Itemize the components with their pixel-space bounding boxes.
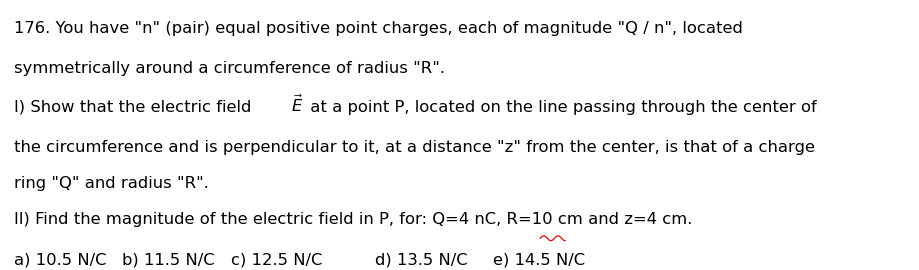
Text: $\vec{E}$: $\vec{E}$ (291, 93, 303, 115)
Text: e) 14.5 N/C: e) 14.5 N/C (493, 252, 584, 267)
Text: a) 10.5 N/C: a) 10.5 N/C (14, 252, 107, 267)
Text: 176. You have "n" (pair) equal positive point charges, each of magnitude "Q / n": 176. You have "n" (pair) equal positive … (14, 21, 742, 36)
Text: b) 11.5 N/C: b) 11.5 N/C (122, 252, 215, 267)
Text: ring "Q" and radius "R".: ring "Q" and radius "R". (14, 176, 209, 191)
Text: symmetrically around a circumference of radius "R".: symmetrically around a circumference of … (14, 61, 445, 76)
Text: d) 13.5 N/C: d) 13.5 N/C (375, 252, 467, 267)
Text: c) 12.5 N/C: c) 12.5 N/C (231, 252, 322, 267)
Text: II) Find the magnitude of the electric field in P, for: Q=4 nC, R=10 cm and z=4 : II) Find the magnitude of the electric f… (14, 211, 692, 227)
Text: the circumference and is perpendicular to it, at a distance "z" from the center,: the circumference and is perpendicular t… (14, 140, 814, 155)
Text: nC: nC (0, 269, 1, 270)
Text: at a point P, located on the line passing through the center of: at a point P, located on the line passin… (305, 100, 816, 114)
Text: I) Show that the electric field: I) Show that the electric field (14, 100, 256, 114)
Text: II) Find the magnitude of the electric field in P, for: Q=4: II) Find the magnitude of the electric f… (0, 269, 1, 270)
